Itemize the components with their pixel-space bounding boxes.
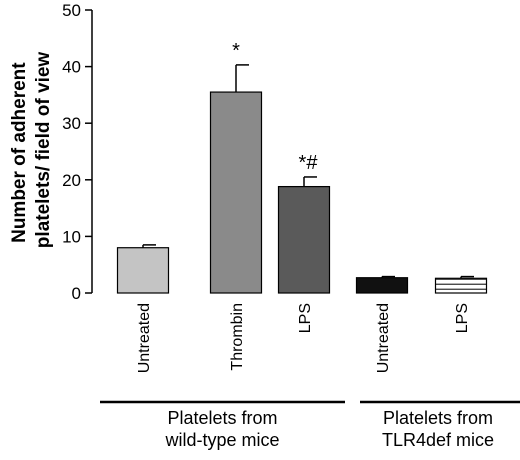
group-label-line: Platelets from xyxy=(167,408,277,428)
bar-2 xyxy=(277,185,331,294)
x-axis: Untreated Thrombin LPS Untreated LPS xyxy=(136,303,471,373)
y-tick-label: 0 xyxy=(72,284,81,303)
y-tick-label: 40 xyxy=(62,58,81,77)
group-label-line: wild-type mice xyxy=(164,430,279,450)
y-axis-label-line-1: Number of adherent xyxy=(9,62,30,243)
significance-marker: *# xyxy=(299,152,319,174)
bar-3 xyxy=(355,277,409,294)
group-label-line: TLR4def mice xyxy=(382,430,494,450)
bar-1 xyxy=(209,91,263,294)
y-axis-label-line-2: platelets/ field of view xyxy=(33,52,54,249)
x-category-label: LPS xyxy=(454,303,471,333)
y-axis: 0 10 20 30 40 50 xyxy=(62,1,93,303)
y-tick-label: 10 xyxy=(62,227,81,246)
y-tick-label: 30 xyxy=(62,114,81,133)
x-category-label: Untreated xyxy=(136,303,153,373)
x-category-label: Untreated xyxy=(375,303,392,373)
group-label-line: Platelets from xyxy=(383,408,493,428)
bar-0 xyxy=(116,247,170,294)
y-axis-label: Number of adherent platelets/ field of v… xyxy=(9,52,54,249)
bars: * *# xyxy=(116,40,488,294)
bar-4 xyxy=(434,277,488,294)
x-category-label: LPS xyxy=(297,303,314,333)
x-category-label: Thrombin xyxy=(229,303,246,371)
y-tick-label: 20 xyxy=(62,171,81,190)
y-tick-label: 50 xyxy=(62,1,81,20)
significance-marker: * xyxy=(232,40,240,62)
